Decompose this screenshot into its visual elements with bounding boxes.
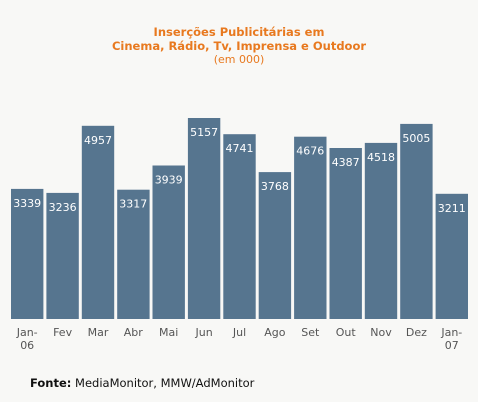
- x-tick-label: 07: [445, 339, 459, 352]
- bar-value-label: 4957: [84, 134, 112, 147]
- bar-mai: [152, 165, 185, 319]
- x-tick-label: Abr: [124, 326, 144, 339]
- bar-dez: [400, 123, 433, 320]
- chart-subtitle: (em 000): [213, 53, 265, 66]
- x-tick-label: Fev: [53, 326, 72, 339]
- x-tick-label: Mar: [88, 326, 109, 339]
- bar-jun: [187, 118, 221, 319]
- bar-value-label: 3339: [13, 197, 41, 210]
- x-tick-label: Jan-: [16, 326, 38, 339]
- bar-value-label: 4741: [226, 142, 254, 155]
- bar-value-label: 3317: [119, 198, 147, 211]
- x-tick-label: Jul: [232, 326, 246, 339]
- bar-value-label: 3768: [261, 180, 289, 193]
- source-note: Fonte: MediaMonitor, MMW/AdMonitor: [30, 376, 254, 390]
- bar-jul: [223, 134, 256, 319]
- x-tick-label: Nov: [370, 326, 392, 339]
- bar-nov: [364, 142, 398, 319]
- x-tick-label: Dez: [406, 326, 427, 339]
- source-text: MediaMonitor, MMW/AdMonitor: [75, 376, 255, 390]
- bar-value-label: 3211: [438, 202, 466, 215]
- bar-value-label: 5157: [190, 126, 218, 139]
- bar-out: [329, 148, 362, 319]
- bar-value-label: 3939: [155, 174, 183, 187]
- bar-value-label: 4676: [296, 145, 324, 158]
- x-tick-label: 06: [20, 339, 34, 352]
- x-tick-label: Jun: [195, 326, 213, 339]
- bar-fev: [46, 192, 79, 319]
- x-tick-label: Jan-: [440, 326, 462, 339]
- bar-value-label: 4387: [332, 156, 360, 169]
- x-tick-label: Ago: [264, 326, 286, 339]
- bar-jan-07: [435, 193, 468, 319]
- bar-value-label: 4518: [367, 151, 395, 164]
- x-tick-label: Mai: [159, 326, 178, 339]
- bar-jan-06: [11, 188, 44, 319]
- x-tick-label: Out: [336, 326, 357, 339]
- bar-abr: [117, 189, 150, 319]
- bar-value-label: 3236: [49, 201, 77, 214]
- bar-value-label: 5005: [402, 132, 430, 145]
- bar-mar: [81, 125, 115, 319]
- source-label: Fonte:: [30, 376, 72, 390]
- bar-set: [294, 136, 327, 319]
- chart-title-line-1: Inserções Publicitárias em: [153, 25, 325, 39]
- x-tick-label: Set: [301, 326, 320, 339]
- chart-title-line-2: Cinema, Rádio, Tv, Imprensa e Outdoor: [111, 39, 367, 53]
- bar-ago: [258, 172, 292, 319]
- bar-chart: 3339Jan-063236Fev4957Mar3317Abr3939Mai51…: [11, 118, 468, 352]
